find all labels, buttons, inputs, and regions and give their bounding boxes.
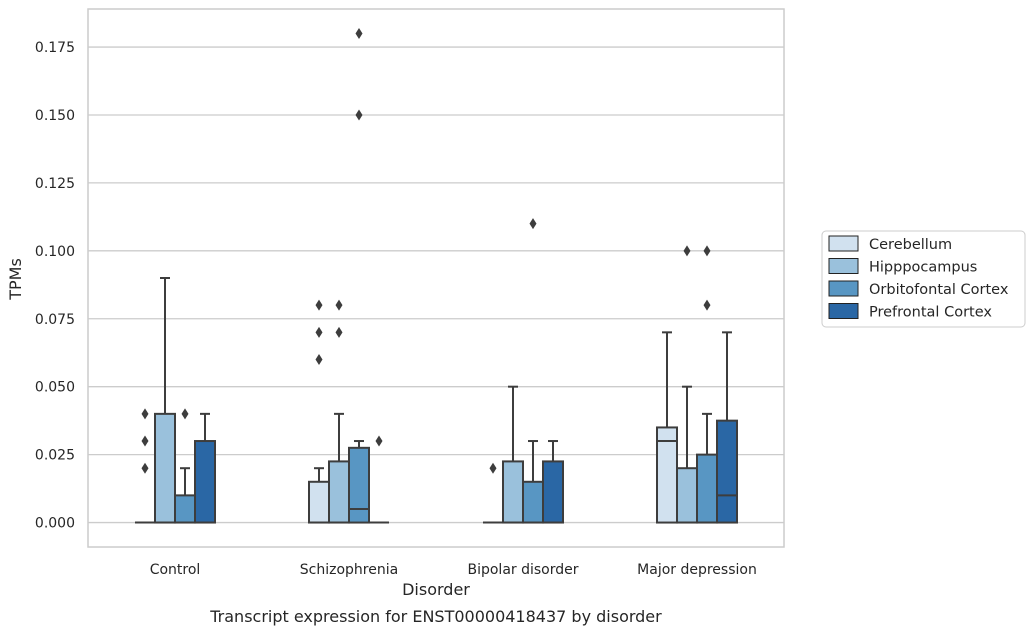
x-tick-label: Major depression bbox=[637, 562, 757, 578]
legend-item: Orbitofontal Cortex bbox=[828, 280, 1009, 298]
box bbox=[308, 299, 330, 524]
legend-label: Hipppocampus bbox=[869, 260, 977, 276]
x-tick-labels: Control Schizophrenia Bipolar disorder Majo… bbox=[150, 562, 757, 578]
box bbox=[542, 440, 564, 524]
outlier-point bbox=[315, 326, 323, 338]
legend-label: Orbitofontal Cortex bbox=[869, 282, 1009, 298]
box bbox=[348, 27, 370, 524]
box-body bbox=[542, 460, 564, 524]
box-body bbox=[154, 412, 176, 524]
box bbox=[194, 412, 216, 524]
outlier-point bbox=[315, 299, 323, 311]
box-body bbox=[676, 467, 698, 524]
outlier-point bbox=[141, 408, 149, 420]
box-series bbox=[135, 27, 738, 524]
legend-swatch bbox=[828, 280, 859, 297]
box-body bbox=[716, 419, 738, 524]
y-axis-label: TPMs bbox=[6, 258, 25, 301]
outlier-point bbox=[703, 245, 711, 257]
box bbox=[154, 277, 176, 524]
y-tick-label: 0.125 bbox=[35, 176, 75, 192]
box-body bbox=[348, 446, 370, 524]
x-tick-label: Schizophrenia bbox=[300, 562, 398, 578]
legend: Cerebellum Hipppocampus Orbitofontal Corte… bbox=[821, 230, 1026, 328]
x-tick-label: Bipolar disorder bbox=[467, 562, 578, 578]
box-body bbox=[328, 460, 350, 524]
box-body bbox=[696, 453, 718, 524]
outlier-point bbox=[335, 299, 343, 311]
outlier-point bbox=[683, 245, 691, 257]
box bbox=[676, 245, 698, 524]
series-cerebellum bbox=[135, 299, 678, 524]
outlier-point bbox=[529, 218, 537, 230]
box bbox=[174, 408, 196, 524]
legend-swatch bbox=[828, 235, 859, 252]
box-body bbox=[522, 480, 544, 524]
legend-frame bbox=[821, 230, 1026, 328]
legend-item: Hipppocampus bbox=[828, 258, 977, 276]
y-tick-label: 0.000 bbox=[35, 516, 75, 532]
outlier-point bbox=[703, 299, 711, 311]
y-tick-label: 0.175 bbox=[35, 40, 75, 56]
outlier-point bbox=[489, 462, 497, 474]
box bbox=[483, 462, 503, 524]
outlier-point bbox=[375, 435, 383, 447]
box bbox=[135, 408, 155, 524]
series-prefrontal-cortex bbox=[194, 331, 738, 524]
outlier-point bbox=[181, 408, 189, 420]
legend-item: Prefrontal Cortex bbox=[828, 303, 992, 321]
y-tick-label: 0.050 bbox=[35, 380, 75, 396]
gridlines bbox=[88, 46, 784, 524]
legend-swatch bbox=[828, 303, 859, 319]
outlier-point bbox=[315, 354, 323, 366]
box-body bbox=[194, 440, 216, 524]
y-tick-label: 0.025 bbox=[35, 448, 75, 464]
box bbox=[522, 218, 544, 524]
outlier-point bbox=[355, 27, 363, 39]
outlier-point bbox=[355, 109, 363, 121]
box-body bbox=[308, 480, 330, 524]
box bbox=[328, 299, 350, 524]
outlier-point bbox=[141, 435, 149, 447]
y-tick-label: 0.100 bbox=[35, 244, 75, 260]
box-body bbox=[174, 494, 196, 524]
box bbox=[502, 385, 524, 524]
plot-area-frame bbox=[87, 8, 785, 548]
legend-label: Prefrontal Cortex bbox=[869, 305, 992, 321]
legend-label: Cerebellum bbox=[869, 237, 952, 253]
y-tick-labels: 0.000 0.025 0.050 0.075 0.100 0.125 0.150 0.175 bbox=[35, 40, 75, 532]
x-axis-label: Disorder bbox=[402, 580, 470, 599]
x-tick-label: Control bbox=[150, 562, 201, 578]
y-tick-label: 0.150 bbox=[35, 108, 75, 124]
box bbox=[369, 435, 389, 524]
chart-caption: Transcript expression for ENST0000041843… bbox=[209, 607, 662, 626]
outlier-point bbox=[141, 462, 149, 474]
box-body bbox=[502, 460, 524, 524]
box bbox=[716, 331, 738, 524]
y-tick-label: 0.075 bbox=[35, 312, 75, 328]
legend-swatch bbox=[828, 258, 859, 274]
box bbox=[656, 331, 678, 524]
series-hipppocampus bbox=[154, 245, 698, 524]
outlier-point bbox=[335, 326, 343, 338]
legend-item: Cerebellum bbox=[828, 235, 952, 253]
box bbox=[696, 245, 718, 524]
series-orbitofontal-cortex bbox=[174, 27, 718, 524]
